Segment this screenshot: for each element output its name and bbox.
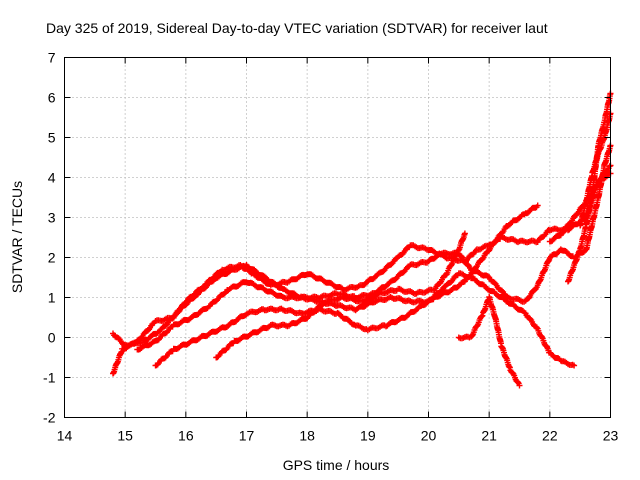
series-track-5 (213, 230, 468, 361)
y-tick-label: 5 (48, 130, 56, 146)
x-tick-label: 20 (421, 428, 437, 444)
y-tick-label: 0 (48, 330, 56, 346)
y-tick-label: 2 (48, 250, 56, 266)
x-tick-label: 23 (603, 428, 619, 444)
y-tick-label: 7 (48, 50, 56, 66)
plot-frame (64, 57, 611, 418)
x-tick-label: 21 (481, 428, 497, 444)
grid (64, 57, 611, 418)
x-tick-label: 17 (239, 428, 255, 444)
y-axis-label: SDTVAR / TECUs (9, 181, 25, 293)
series-markers (455, 294, 523, 389)
series-markers (213, 230, 468, 361)
x-tick-label: 18 (299, 428, 315, 444)
series-track-3 (134, 270, 578, 369)
series-markers (546, 170, 614, 245)
series-markers (134, 270, 578, 369)
x-tick-label: 22 (542, 428, 558, 444)
y-tick-label: 3 (48, 210, 56, 226)
series-track-9 (546, 170, 614, 245)
y-tick-label: -1 (43, 370, 56, 386)
chart-title: Day 325 of 2019, Sidereal Day-to-day VTE… (46, 20, 548, 36)
x-tick-label: 16 (178, 428, 194, 444)
y-tick-label: 1 (48, 290, 56, 306)
x-tick-label: 19 (360, 428, 376, 444)
series-markers (152, 202, 541, 369)
x-axis-label: GPS time / hours (283, 457, 390, 473)
y-tick-label: 4 (48, 170, 56, 186)
series-group (110, 90, 614, 389)
series-track-4 (152, 202, 541, 369)
y-tick-label: -2 (43, 410, 56, 426)
series-track-6 (455, 294, 523, 389)
x-tick-label: 15 (117, 428, 133, 444)
y-tick-label: 6 (48, 90, 56, 106)
x-tick-label: 14 (57, 428, 73, 444)
